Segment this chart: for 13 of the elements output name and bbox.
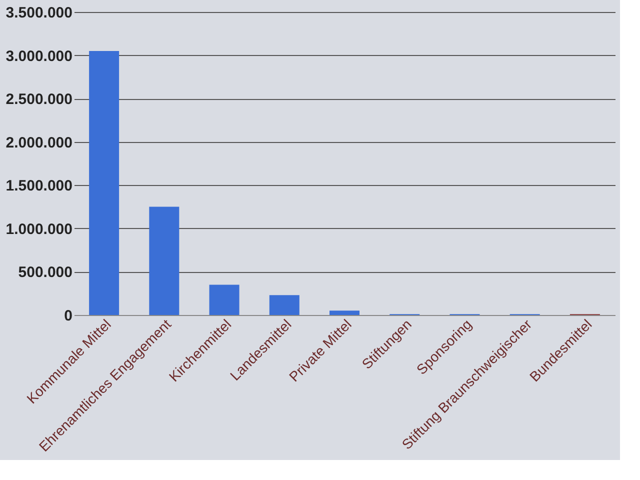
bar (149, 206, 180, 315)
y-tick-label: 2.000.000 (6, 134, 72, 152)
y-tick-label: 1.500.000 (6, 178, 72, 195)
y-tick-label: 0 (64, 308, 72, 324)
bar (269, 295, 300, 315)
y-tick-label: 500.000 (18, 264, 72, 282)
y-tick-label: 3.500.000 (6, 4, 72, 22)
bar (330, 310, 360, 315)
y-tick-label: 3.000.000 (6, 48, 72, 65)
y-tick-label: 2.500.000 (6, 91, 72, 108)
bar (89, 50, 120, 315)
y-tick-label: 1.000.000 (6, 220, 72, 238)
bar (209, 284, 240, 315)
